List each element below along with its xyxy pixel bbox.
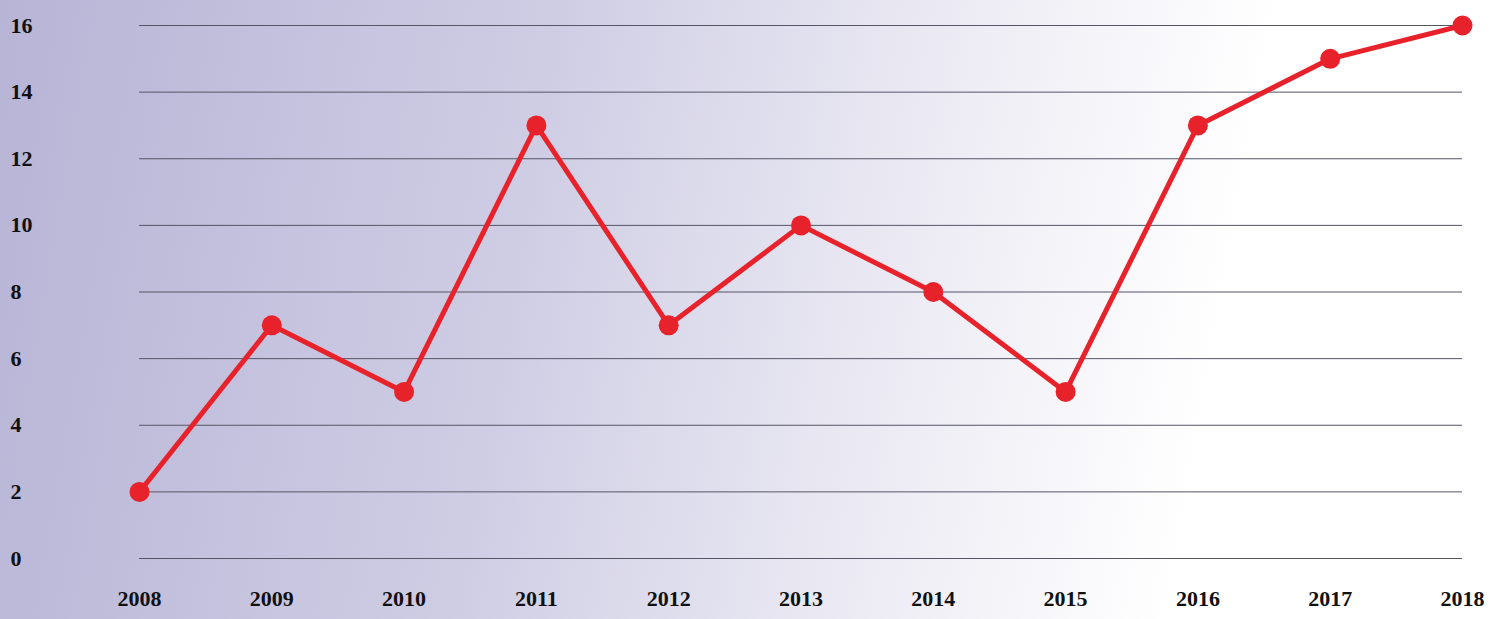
svg-text:2012: 2012 (647, 586, 691, 611)
svg-text:2013: 2013 (779, 586, 823, 611)
svg-text:2009: 2009 (250, 586, 294, 611)
svg-text:2014: 2014 (911, 586, 955, 611)
svg-text:2: 2 (11, 479, 22, 504)
svg-text:0: 0 (11, 546, 22, 571)
svg-text:2018: 2018 (1441, 586, 1485, 611)
svg-text:2016: 2016 (1176, 586, 1220, 611)
svg-text:8: 8 (11, 279, 22, 304)
svg-text:2017: 2017 (1308, 586, 1352, 611)
svg-text:2010: 2010 (382, 586, 426, 611)
svg-text:2015: 2015 (1044, 586, 1088, 611)
svg-text:14: 14 (11, 79, 33, 104)
svg-text:2008: 2008 (118, 586, 162, 611)
svg-text:10: 10 (11, 212, 33, 237)
svg-text:4: 4 (11, 412, 22, 437)
svg-text:6: 6 (11, 346, 22, 371)
svg-text:16: 16 (11, 13, 33, 38)
svg-text:2011: 2011 (515, 586, 558, 611)
svg-text:12: 12 (11, 146, 33, 171)
